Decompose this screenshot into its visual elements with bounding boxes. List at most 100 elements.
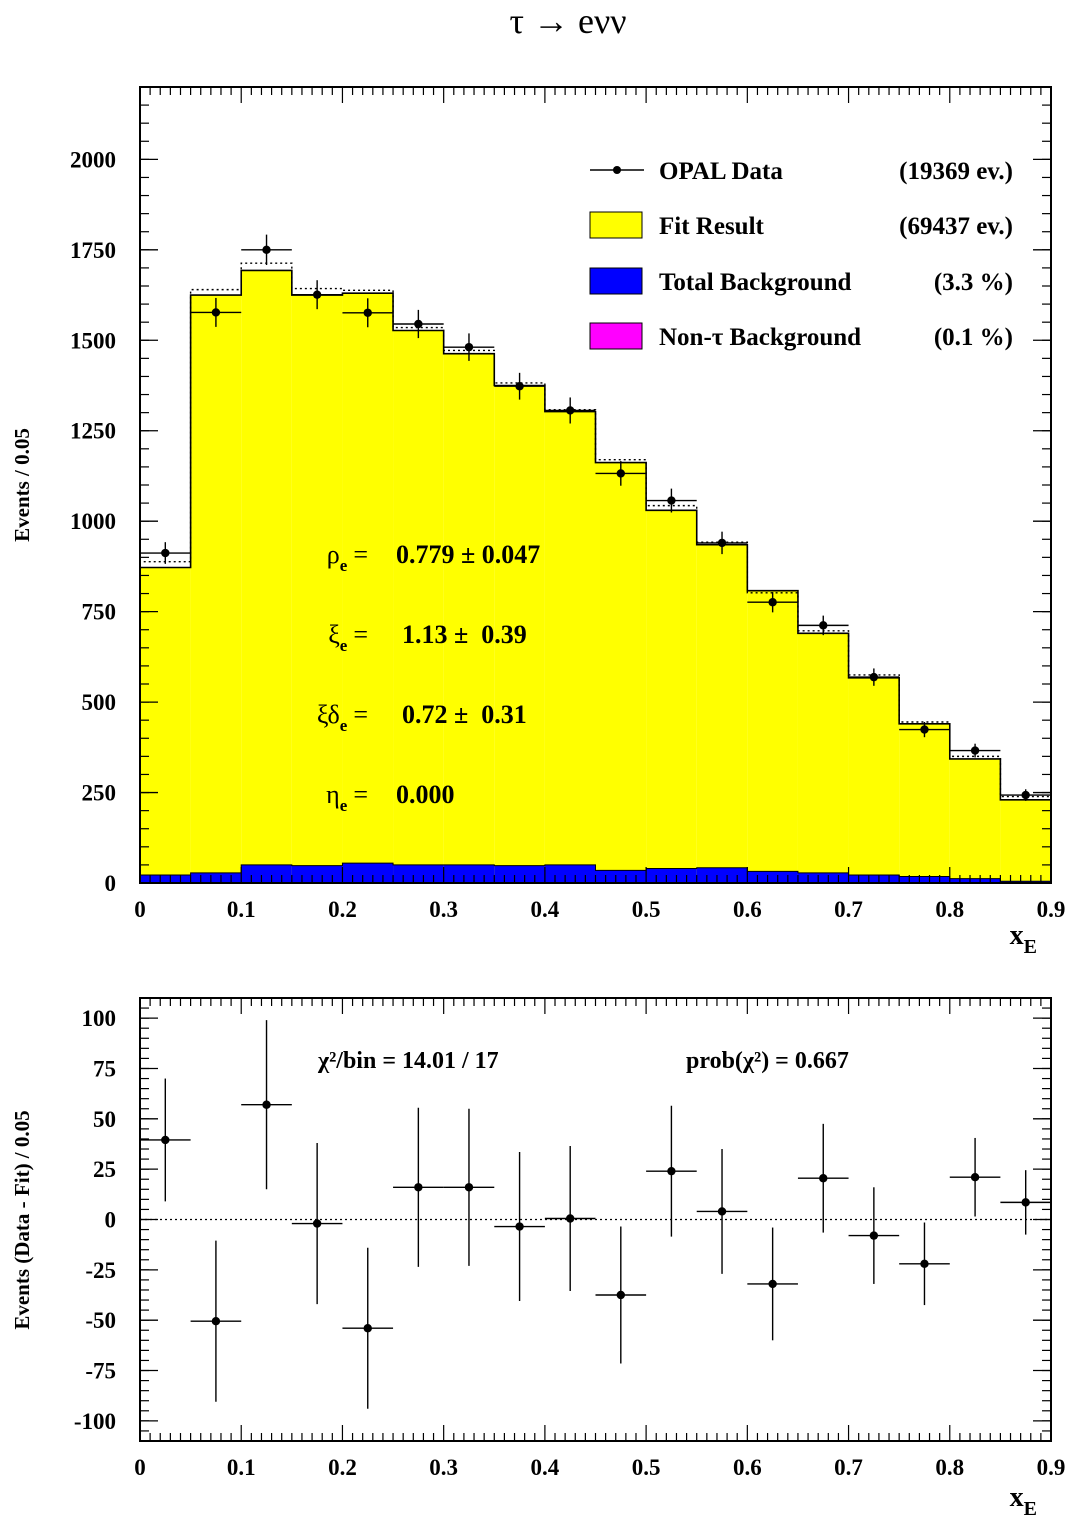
residual-point (819, 1174, 828, 1183)
chart-title: τ → eνν (510, 1, 627, 41)
x-tick-label: 0.1 (227, 1455, 256, 1480)
fit-swatch-icon (589, 211, 643, 239)
data-point (717, 538, 727, 548)
data-point (667, 496, 676, 505)
y-tick-label: 750 (82, 600, 117, 625)
background-swatch-icon (589, 267, 643, 295)
legend-entry-fit: Fit Result (69437 ev.) (589, 211, 1013, 240)
fit-bar (241, 270, 292, 884)
main-x-axis-label: xE (1010, 920, 1037, 958)
x-tick-label: 0.5 (632, 897, 661, 922)
x-tick-label: 0.6 (733, 1455, 762, 1480)
x-tick-label: 0.2 (328, 897, 357, 922)
x-tick-label: 0.2 (328, 1455, 357, 1480)
prob-label: prob(χ²) = 0.667 (686, 1048, 849, 1074)
residual-point (515, 1222, 524, 1231)
legend-value-data: (19369 ev.) (899, 158, 1013, 185)
background-bar (342, 863, 394, 883)
residual-point (616, 1290, 626, 1300)
x-tick-label: 0 (134, 897, 146, 922)
x-tick-label: 0.8 (935, 1455, 964, 1480)
data-point (768, 598, 777, 607)
residual-point (920, 1259, 929, 1269)
param-xi-label: ξe = (328, 620, 368, 655)
main-histogram-panel: 0 250 500 750 1000 1250 1500 1750 2000 0 0.1 0.2 0.3… (10, 86, 1066, 958)
residual-point (211, 1316, 221, 1326)
residual-point (717, 1207, 727, 1216)
data-point (970, 746, 980, 755)
residual-plot-area (140, 1020, 1051, 1409)
legend-label-non-tau: Non-τ Background (659, 324, 861, 351)
x-tick-label: 0.6 (733, 897, 762, 922)
y-tick-label: 250 (82, 781, 117, 806)
y-tick-label: 50 (93, 1107, 116, 1132)
background-bar (949, 878, 1001, 883)
legend-entry-data: OPAL Data (19369 ev.) (590, 158, 1013, 185)
alt-fit-dotted-line (139, 262, 1052, 883)
y-tick-label: -75 (85, 1359, 116, 1384)
x-tick-label: 0.1 (227, 897, 256, 922)
residual-axis-ticks: 100 75 50 25 0 -25 -50 -75 -100 0 0.1 0.2 0.3 0.4 0.5 0… (74, 997, 1066, 1480)
x-tick-label: 0.3 (429, 897, 458, 922)
residual-point (464, 1183, 474, 1192)
background-bar (544, 864, 596, 883)
x-tick-label: 0.7 (834, 897, 863, 922)
x-tick-label: 0.5 (632, 1455, 661, 1480)
non-tau-swatch-icon (589, 322, 643, 350)
background-bar (646, 868, 697, 883)
background-bar (595, 870, 647, 883)
fit-bar (797, 633, 849, 883)
data-point (1021, 790, 1030, 800)
fit-bar (494, 385, 545, 883)
residual-point (1021, 1198, 1030, 1207)
main-x-axis-label-sub: E (1024, 936, 1037, 958)
fit-bar (848, 677, 900, 883)
param-eta-label: ηe = (326, 780, 368, 815)
legend: OPAL Data (19369 ev.) Fit Result (69437 … (589, 158, 1013, 351)
background-bar (696, 867, 748, 883)
main-y-axis-label: Events / 0.05 (10, 428, 34, 542)
data-point (312, 290, 322, 299)
residual-point (565, 1214, 575, 1223)
x-tick-label: 0.9 (1037, 1455, 1066, 1480)
fit-bar (696, 544, 748, 883)
data-point (161, 548, 170, 558)
data-point (363, 308, 372, 317)
residual-point (768, 1279, 777, 1289)
residual-point (414, 1183, 423, 1192)
param-xidelta-value: 0.72 ± 0.31 (402, 700, 527, 729)
y-tick-label: 0 (105, 871, 117, 896)
residual-point (363, 1324, 372, 1333)
fit-bar (291, 295, 343, 884)
background-bar (899, 876, 950, 883)
residual-x-axis-label: xE (1010, 1482, 1037, 1520)
x-tick-label: 0 (134, 1455, 146, 1480)
y-tick-label: 1000 (70, 509, 116, 534)
data-point (869, 672, 879, 682)
legend-label-fit: Fit Result (659, 213, 765, 240)
residual-panel: 100 75 50 25 0 -25 -50 -75 -100 0 0.1 0.2 0.3 0.4 0.5 0… (10, 997, 1066, 1520)
background-bar (797, 872, 849, 883)
background-bar (190, 872, 242, 883)
param-eta-value: 0.000 (396, 780, 455, 809)
data-point (515, 382, 524, 391)
data-point (262, 245, 271, 255)
fit-bar (646, 510, 697, 883)
fit-bar (342, 293, 394, 884)
y-tick-label: 0 (105, 1208, 117, 1233)
y-tick-label: 500 (82, 690, 117, 715)
residual-point (667, 1166, 676, 1176)
fit-bar (393, 330, 444, 883)
legend-value-non-tau: (0.1 %) (934, 324, 1013, 351)
x-tick-label: 0.9 (1037, 897, 1066, 922)
fit-bar (190, 295, 242, 884)
y-tick-label: 75 (93, 1056, 116, 1081)
y-tick-label: -50 (85, 1308, 116, 1333)
fit-bar (595, 462, 647, 883)
data-point (211, 308, 221, 317)
fit-bar (443, 353, 495, 883)
background-bar (393, 864, 444, 883)
data-point (819, 621, 828, 630)
fit-parameters: ρe = 0.779 ± 0.047 ξe = 1.13 ± 0.39 ξδe = 0… (317, 540, 540, 815)
background-bar (241, 864, 292, 883)
